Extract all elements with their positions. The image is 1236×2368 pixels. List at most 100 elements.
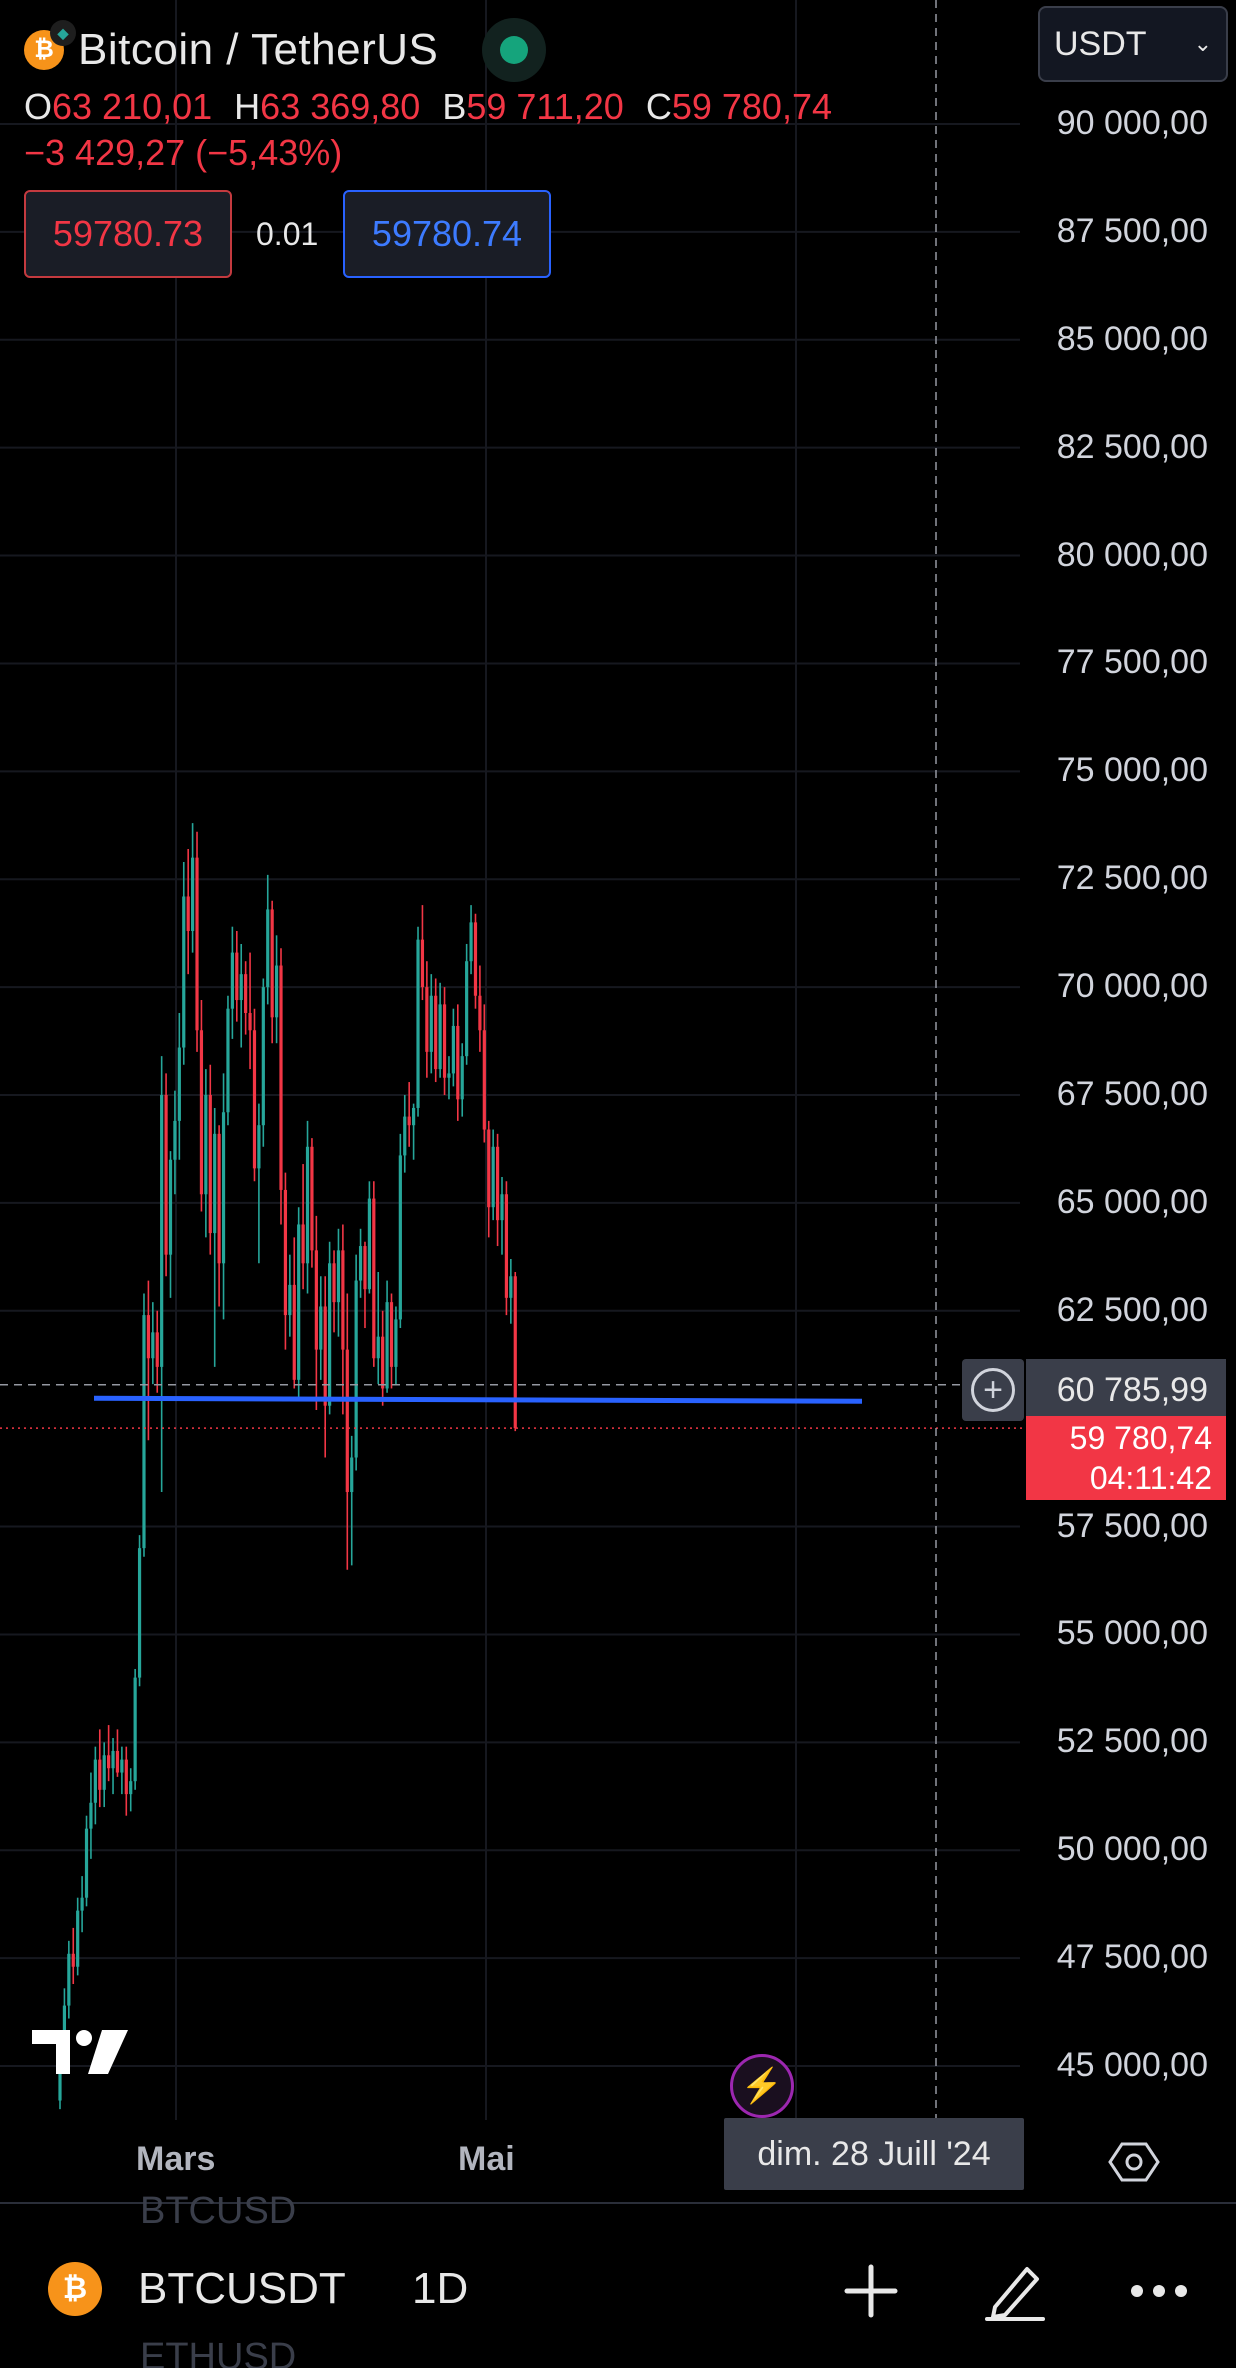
status-dot-icon [500,36,529,64]
candle [438,982,442,1078]
candle [279,948,283,1225]
candle [160,1056,164,1493]
candle [385,1280,389,1393]
candle [350,1435,354,1566]
time-axis[interactable]: Mars Mai [0,2120,1236,2204]
symbol-header[interactable]: ₿ ◆ Bitcoin / TetherUS [24,18,547,82]
ghost-symbol-top: BTCUSD [140,2190,297,2232]
price-chart[interactable] [0,0,1236,2120]
candle [367,1181,371,1294]
candle [288,1254,292,1337]
time-label-mai: Mai [458,2140,515,2178]
candle [173,1090,177,1195]
last-price-value: 59 780,74 [1069,1420,1212,1456]
close-value: 59 780,74 [671,86,832,127]
candle [328,1241,332,1415]
candle [226,995,230,1126]
candle [217,1125,221,1307]
sell-button[interactable]: 59780.73 [24,190,232,278]
buy-button[interactable]: 59780.74 [343,190,551,278]
candle [487,1120,491,1238]
price-change: −3 429,27 (−5,43%) [24,132,343,173]
market-status-indicator[interactable] [482,18,547,82]
candle [381,1310,385,1406]
more-menu-button[interactable] [1124,2256,1194,2326]
tradingview-logo-icon[interactable] [30,2026,130,2084]
bitcoin-icon: ₿ ◆ [24,20,76,70]
bottom-toolbar: BTCUSD ₿ BTCUSDT 1D ETHUSD [0,2190,1236,2368]
candle [244,961,248,1035]
candle [372,1181,376,1367]
candle [283,1172,288,1350]
price-axis-label: 85 000,00 [1056,319,1208,358]
bitcoin-icon: ₿ [48,2262,102,2316]
candle [230,926,234,1039]
candle [124,1746,128,1816]
candle [412,1103,416,1160]
candle [319,1276,323,1380]
candle [504,1181,509,1316]
candle [67,1940,71,2019]
candle [434,978,438,1083]
candle [456,1004,460,1121]
candle [491,1129,495,1221]
price-axis-label: 82 500,00 [1056,427,1208,466]
interval-button[interactable]: 1D [412,2264,469,2313]
settings-icon[interactable] [1108,2140,1160,2184]
flash-icon[interactable]: ⚡ [730,2054,794,2118]
symbol-button[interactable]: BTCUSDT [138,2264,346,2313]
candle [208,1064,212,1255]
candle [168,1151,173,1298]
candle [270,900,274,1044]
candle [478,965,482,1052]
candle [301,1164,305,1290]
plus-button[interactable] [836,2256,906,2326]
candle [84,1815,89,1907]
candle [111,1738,115,1795]
crosshair-date-label: dim. 28 Juill '24 [724,2118,1024,2190]
candle [248,952,252,1070]
candle [416,926,420,1117]
add-alert-button[interactable]: + [962,1359,1024,1421]
candle [500,1176,504,1255]
plus-icon: + [971,1368,1015,1412]
price-axis-label: 70 000,00 [1056,967,1208,1006]
candle [509,1258,513,1324]
price-axis-label: 90 000,00 [1056,104,1208,142]
price-axis-label: 50 000,00 [1056,1830,1208,1869]
price-axis-label: 45 000,00 [1056,2046,1208,2084]
candle [142,1293,146,1557]
candle [420,905,425,1001]
price-axis-label: 80 000,00 [1056,535,1208,574]
candle [336,1228,341,1337]
candle [403,1095,407,1173]
ghost-symbol-bottom: ETHUSD [140,2336,297,2368]
candle [120,1746,124,1795]
candle [146,1280,150,1441]
currency-select[interactable]: USDT ⌄ [1038,6,1228,82]
candle [354,1254,358,1471]
low-value: 59 711,20 [466,86,624,127]
candle [133,1668,137,1790]
drawing-tools-button[interactable] [980,2256,1050,2326]
candle [195,831,199,1052]
support-trendline[interactable] [93,1395,863,1404]
candle [252,1008,257,1182]
candle [447,1056,451,1100]
candle [398,1133,402,1329]
candle [473,913,478,1009]
price-axis-label: 87 500,00 [1056,211,1208,250]
candle [257,1103,261,1264]
candle [177,1013,181,1160]
price-axis-label: 55 000,00 [1056,1614,1208,1653]
candle [155,1310,159,1393]
candle [221,1073,226,1320]
candle [332,1250,336,1333]
open-value: 63 210,01 [52,86,213,127]
price-axis-label: 77 500,00 [1056,643,1208,682]
candle [442,987,447,1095]
candle [469,905,473,975]
candle [451,1008,455,1087]
candle [482,1004,486,1143]
spread-value: 0.01 [256,216,319,252]
